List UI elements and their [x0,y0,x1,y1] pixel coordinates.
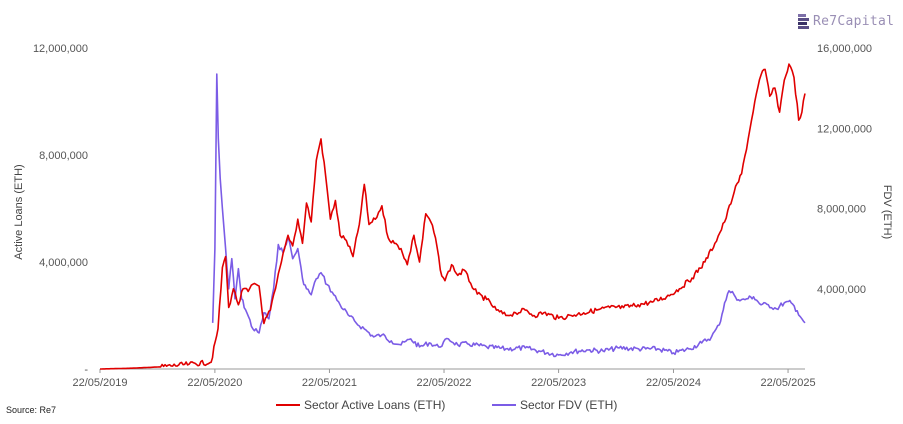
right-tick-label: 12,000,000 [817,123,872,135]
left-tick-label: - [84,364,88,376]
left-tick-label: 12,000,000 [33,43,88,55]
logo-text: Re7Capital [813,14,895,29]
logo-icon [798,14,809,29]
x-tick-label: 22/05/2023 [531,377,586,389]
right-axis-title: FDV (ETH) [881,185,893,239]
left-tick-label: 8,000,000 [39,150,88,162]
left-axis-title: Active Loans (ETH) [13,164,25,259]
right-tick-label: 8,000,000 [817,204,866,216]
x-tick-label: 22/05/2025 [761,377,816,389]
right-tick-label: 16,000,000 [817,43,872,55]
x-tick-label: 22/05/2022 [416,377,471,389]
source-note: Source: Re7 [6,405,57,415]
right-tick-label: 4,000,000 [817,284,866,296]
brand-logo: Re7Capital [798,14,894,29]
series-layer [100,63,806,370]
x-axis-ticks: 22/05/2019 22/05/2020 22/05/2021 22/05/2022… [72,369,816,389]
legend: Sector Active Loans (ETH) Sector FDV (ET… [276,398,617,412]
x-tick-label: 22/05/2019 [72,377,127,389]
x-tick-label: 22/05/2024 [646,377,701,389]
legend-label-loans: Sector Active Loans (ETH) [304,398,445,412]
x-tick-label: 22/05/2020 [187,377,242,389]
right-axis-ticks: 4,000,000 8,000,000 12,000,000 16,000,000 [817,43,872,296]
x-tick-label: 22/05/2021 [302,377,357,389]
legend-label-fdv: Sector FDV (ETH) [520,398,617,412]
left-tick-label: 4,000,000 [39,257,88,269]
series-line-fdv [211,73,806,358]
left-axis-ticks: - 4,000,000 8,000,000 12,000,000 [33,43,88,376]
series-line-active-loans [100,63,806,370]
